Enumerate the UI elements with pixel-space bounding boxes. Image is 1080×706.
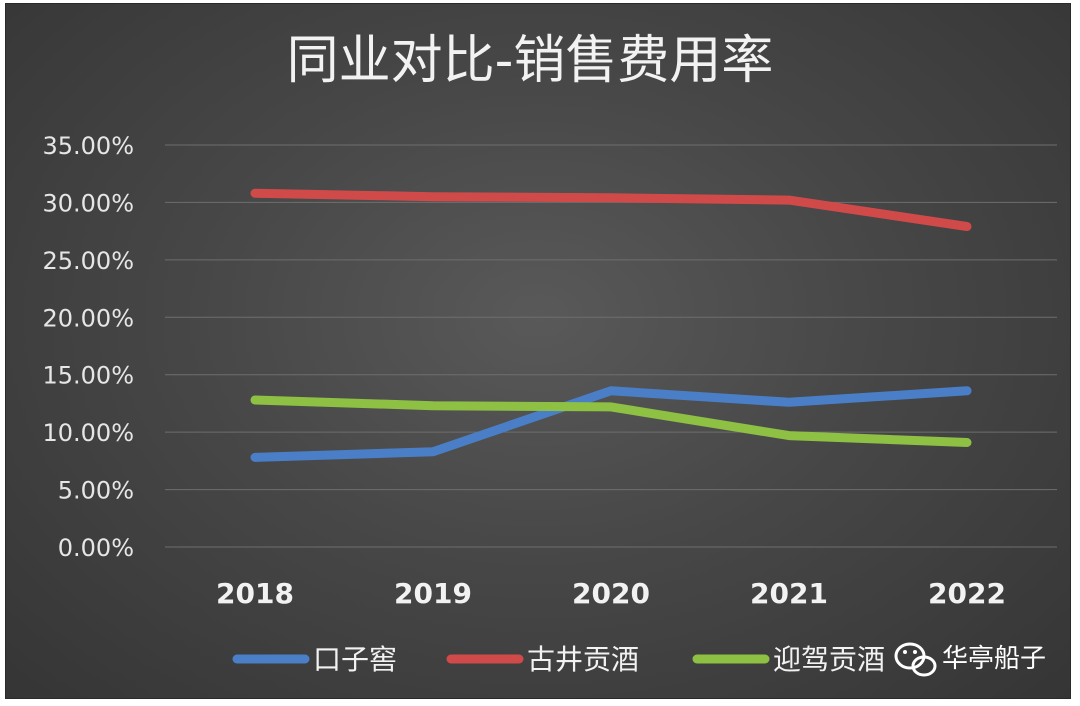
y-tick-label: 10.00% <box>42 419 134 447</box>
watermark: 华亭船子 <box>894 642 1046 677</box>
x-tick-label: 2022 <box>928 577 1006 610</box>
x-axis-ticks: 2018 2019 2020 2021 2022 <box>216 577 1006 610</box>
series-lines <box>250 188 972 462</box>
watermark-text: 华亭船子 <box>942 644 1046 674</box>
legend-label-2: 迎驾贡酒 <box>773 643 885 676</box>
y-axis-ticks: 0.00% 5.00% 10.00% 15.00% 20.00% 25.00% 30.00%… <box>42 132 134 562</box>
chart-area <box>5 3 1071 699</box>
x-tick-label: 2021 <box>750 577 828 610</box>
legend-label-1: 古井贡酒 <box>527 643 639 676</box>
y-tick-label: 30.00% <box>42 189 134 217</box>
x-tick-label: 2018 <box>216 577 294 610</box>
wechat-icon <box>894 642 937 677</box>
gridlines <box>165 144 1057 548</box>
series-line-2 <box>250 395 972 447</box>
y-tick-label: 15.00% <box>42 362 134 390</box>
x-tick-label: 2020 <box>572 577 650 610</box>
y-tick-label: 25.00% <box>42 247 134 275</box>
legend-label-0: 口子窖 <box>313 643 397 676</box>
y-tick-label: 0.00% <box>58 534 134 562</box>
y-tick-label: 20.00% <box>42 304 134 332</box>
legend: 口子窖 古井贡酒 迎驾贡酒 <box>232 643 885 676</box>
y-tick-label: 5.00% <box>58 477 134 505</box>
x-tick-label: 2019 <box>394 577 472 610</box>
chart-title: 同业对比-销售费用率 <box>287 31 774 91</box>
series-line-1 <box>250 188 972 231</box>
y-tick-label: 35.00% <box>42 132 134 160</box>
